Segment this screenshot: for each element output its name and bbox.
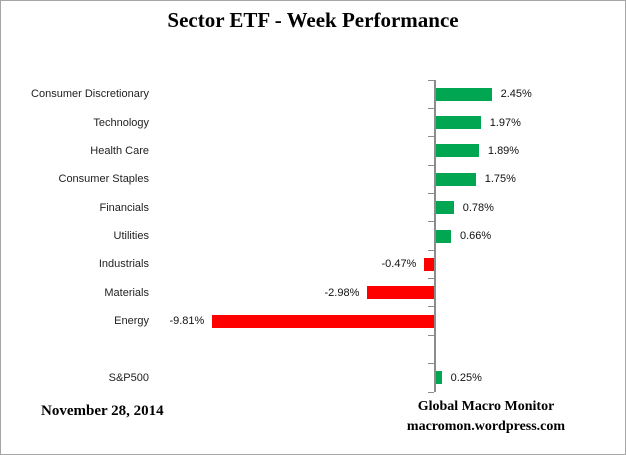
attribution-url: macromon.wordpress.com [406,418,566,434]
positive-bar [436,116,481,130]
positive-bar [436,371,442,385]
negative-bar [212,314,435,328]
positive-bar [436,229,451,243]
axis-tick [428,334,434,336]
data-label: 1.75% [484,173,516,186]
attribution-block: Global Macro Monitor macromon.wordpress.… [376,397,596,437]
axis-tick [428,278,434,280]
category-label: Consumer Discretionary [31,88,149,101]
positive-bar [436,172,476,186]
category-label: Health Care [90,144,149,157]
negative-bar [424,257,435,271]
positive-bar [436,144,479,158]
value-axis-line [434,80,436,392]
category-label: Energy [114,315,149,328]
date-label: November 28, 2014 [41,403,164,419]
data-label: 2.45% [500,88,532,101]
category-label: Utilities [113,230,149,242]
axis-tick [428,221,434,223]
axis-tick [428,249,434,251]
category-label: Financials [99,201,149,214]
data-label: 0.66% [459,230,492,242]
axis-tick [428,192,434,194]
category-label: Technology [93,116,149,129]
chart-title: Sector ETF - Week Performance [167,8,459,32]
category-label: Industrials [98,258,149,271]
category-label: S&P500 [108,371,149,384]
positive-bar [436,201,454,215]
attribution-source: Global Macro Monitor [417,399,555,414]
axis-tick [428,136,434,138]
data-label: -2.98% [324,286,360,299]
axis-tick [428,391,434,393]
data-label: 1.97% [489,116,521,129]
axis-tick [428,306,434,308]
axis-tick [428,164,434,166]
axis-tick [428,363,434,365]
data-label: -9.81% [169,315,205,328]
negative-bar [367,286,435,300]
positive-bar [436,87,492,101]
category-label: Consumer Staples [58,173,150,186]
data-label: 0.78% [462,201,494,214]
data-label: 0.25% [450,371,482,384]
axis-tick [428,79,434,81]
data-label: 1.89% [487,144,520,157]
data-label: -0.47% [381,258,417,271]
category-label: Materials [104,286,149,299]
axis-tick [428,107,434,109]
